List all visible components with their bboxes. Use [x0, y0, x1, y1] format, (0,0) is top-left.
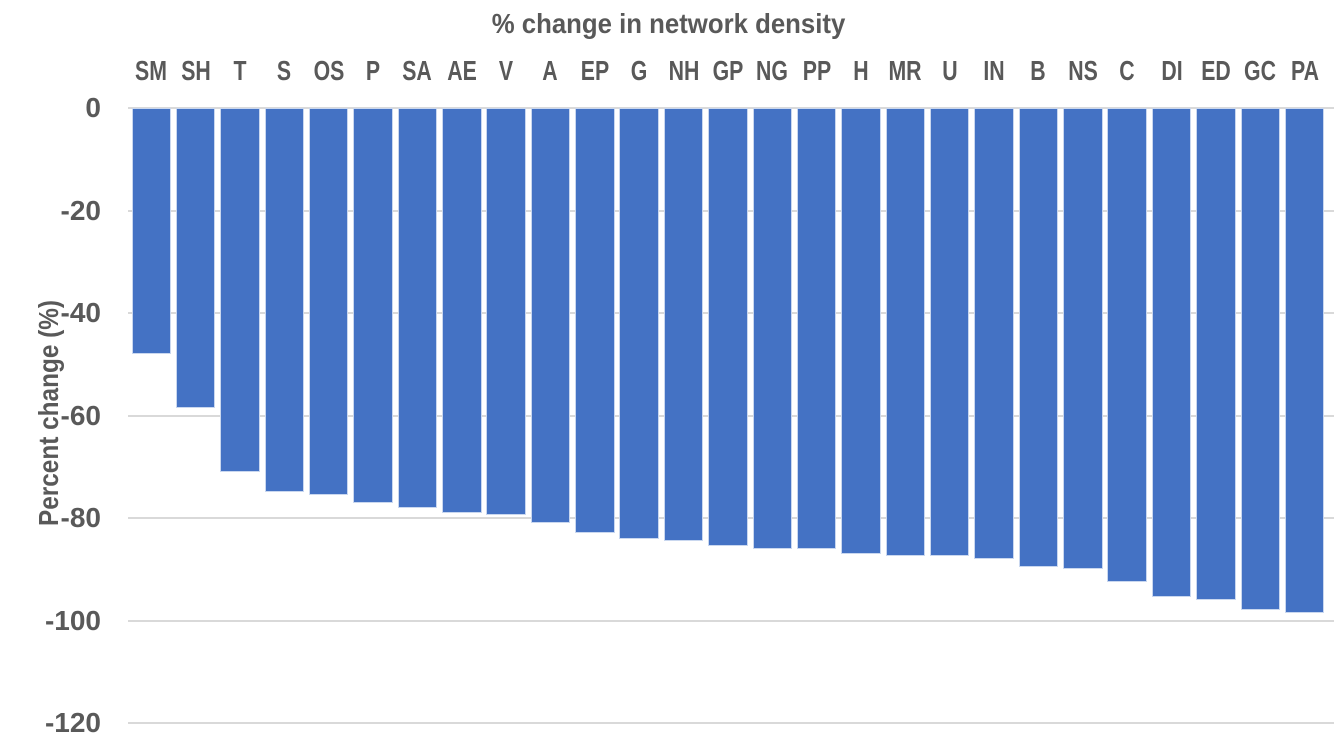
category-label-NS: NS — [1068, 55, 1098, 86]
category-label-S: S — [277, 55, 292, 86]
category-label-H: H — [853, 55, 869, 86]
bar-OS — [308, 108, 349, 495]
category-label-SA: SA — [402, 55, 433, 86]
bar-SM — [131, 108, 171, 354]
category-label-GP: GP — [712, 55, 744, 86]
category-label-ED: ED — [1201, 55, 1231, 86]
bar-H — [841, 108, 881, 554]
bar-V — [486, 108, 526, 516]
category-label-AE: AE — [446, 55, 477, 86]
bar-P — [353, 108, 393, 503]
y-tick-label--40: -40 — [60, 297, 101, 328]
y-tick-label--60: -60 — [60, 399, 101, 431]
category-label-U: U — [942, 55, 958, 86]
category-label-C: C — [1119, 55, 1135, 86]
bar-GC — [1240, 108, 1280, 611]
bar-DI — [1151, 108, 1192, 598]
category-label-EP: EP — [580, 55, 610, 86]
category-label-SM: SM — [135, 55, 168, 86]
y-tick-label--100: -100 — [44, 604, 101, 636]
bar-MR — [885, 108, 926, 557]
bar-U — [929, 108, 970, 557]
bar-IN — [974, 108, 1014, 559]
category-label-PA: PA — [1290, 55, 1319, 86]
bar-PA — [1284, 108, 1325, 613]
category-label-PP: PP — [802, 55, 831, 86]
category-label-GC: GC — [1244, 55, 1277, 86]
gridline--100 — [128, 619, 1334, 622]
category-label-G: G — [630, 55, 648, 86]
category-label-MR: MR — [888, 55, 922, 86]
bar-B — [1018, 108, 1059, 567]
bar-AE — [442, 108, 482, 513]
bar-C — [1107, 108, 1147, 583]
category-label-DI: DI — [1160, 55, 1183, 86]
category-label-B: B — [1030, 55, 1047, 86]
bar-A — [530, 108, 571, 524]
gridline--120 — [128, 722, 1334, 724]
bar-SH — [175, 108, 216, 408]
category-label-V: V — [499, 55, 514, 86]
bar-GP — [708, 108, 748, 547]
y-tick-label--120: -120 — [44, 707, 101, 738]
category-label-P: P — [365, 55, 381, 86]
bar-ED — [1196, 108, 1236, 600]
category-label-NH: NH — [668, 55, 699, 86]
category-label-T: T — [233, 55, 247, 86]
category-label-A: A — [542, 55, 559, 86]
bar-SA — [397, 108, 438, 508]
bar-S — [264, 108, 305, 493]
category-label-IN: IN — [983, 55, 1005, 86]
y-tick-label--80: -80 — [60, 502, 101, 533]
bar-PP — [796, 108, 837, 549]
bar-T — [220, 108, 260, 472]
y-tick-label-0: 0 — [85, 92, 101, 123]
bar-NG — [752, 108, 793, 549]
bar-NH — [663, 108, 704, 542]
bar-G — [619, 108, 659, 539]
bar-EP — [575, 108, 615, 534]
y-tick-label--20: -20 — [60, 194, 101, 226]
bar-NS — [1063, 108, 1103, 570]
category-label-NG: NG — [756, 55, 789, 86]
category-label-OS: OS — [313, 55, 345, 86]
chart-title: % change in network density — [491, 8, 846, 39]
category-label-SH: SH — [180, 55, 211, 86]
